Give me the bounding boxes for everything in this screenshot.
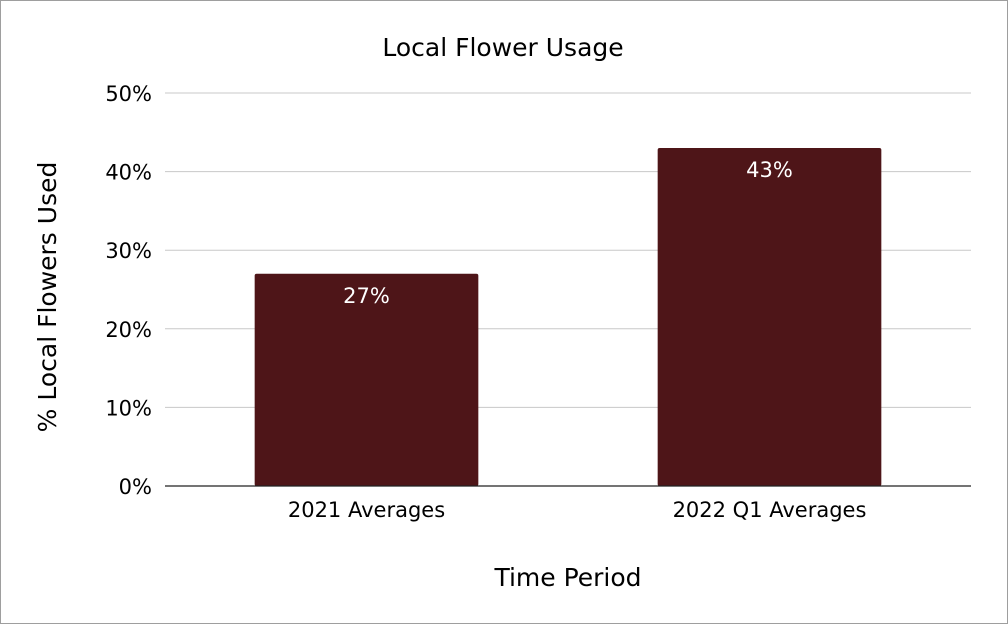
- bar: [657, 148, 882, 486]
- chart-title: Local Flower Usage: [382, 33, 623, 62]
- x-axis-title: Time Period: [493, 563, 641, 592]
- x-axis-categories: 2021 Averages 2022 Q1 Averages: [288, 498, 867, 522]
- y-axis-ticks: 0% 10% 20% 30% 40% 50%: [105, 82, 152, 499]
- y-tick-label: 0%: [119, 475, 152, 499]
- y-tick-label: 30%: [105, 239, 152, 263]
- x-category-label: 2022 Q1 Averages: [673, 498, 867, 522]
- x-category-label: 2021 Averages: [288, 498, 445, 522]
- y-axis-title: % Local Flowers Used: [33, 162, 62, 433]
- y-tick-label: 40%: [105, 161, 152, 185]
- bars: [254, 148, 882, 486]
- data-label: 43%: [746, 158, 793, 182]
- data-label: 27%: [343, 284, 390, 308]
- y-tick-label: 50%: [105, 82, 152, 106]
- y-tick-label: 10%: [105, 396, 152, 420]
- bar: [254, 273, 479, 486]
- y-tick-label: 20%: [105, 318, 152, 342]
- data-labels: 27% 43%: [343, 158, 793, 308]
